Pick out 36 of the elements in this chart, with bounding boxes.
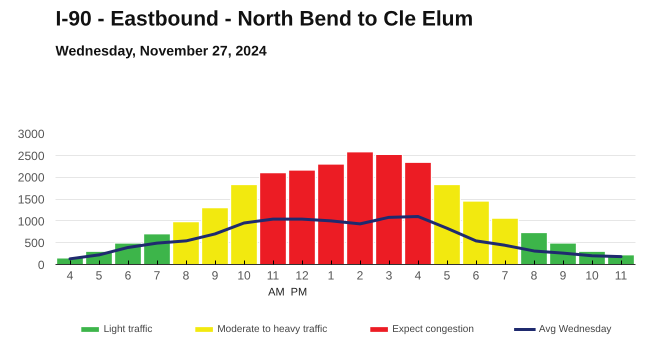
text: AM — [268, 286, 285, 298]
legend-label: Avg Wednesday — [538, 323, 612, 335]
x-tick-label: 11 — [614, 268, 628, 282]
legend-label: Expect congestion — [392, 323, 474, 335]
x-tick-label: 6 — [472, 268, 480, 282]
y-tick-label: 1000 — [18, 214, 45, 228]
chart-title: I-90 - Eastbound - North Bend to Cle Elum — [56, 8, 474, 30]
x-tick-label: 3 — [386, 268, 393, 282]
y-tick-label: 500 — [24, 236, 45, 250]
x-tick-label: 7 — [154, 268, 161, 282]
x-tick-label: 5 — [444, 268, 451, 282]
x-tick-label: 7 — [502, 268, 509, 282]
y-tick-label: 0 — [38, 258, 45, 272]
x-tick-label: 4 — [414, 268, 422, 282]
x-tick-label: 4 — [66, 268, 74, 282]
x-tick-label: 8 — [182, 268, 190, 282]
x-tick-label: 8 — [530, 268, 538, 282]
chart-subtitle: Wednesday, November 27, 2024 — [56, 42, 267, 58]
x-tick-label: 6 — [124, 268, 132, 282]
legend-label: Moderate to heavy traffic — [217, 323, 328, 335]
y-tick-label: 1500 — [18, 192, 45, 206]
x-tick-label: 9 — [560, 268, 567, 282]
y-tick-label: 2000 — [18, 170, 45, 185]
y-tick-label: 2500 — [18, 148, 45, 163]
y-tick-label: 3000 — [18, 127, 45, 141]
line-series — [68, 214, 622, 260]
text: PM — [290, 286, 308, 298]
x-tick-label: 11 — [266, 268, 280, 282]
x-tick-label: 12 — [295, 268, 309, 282]
x-tick-label: 2 — [356, 268, 364, 282]
legend-label: Light traffic — [104, 323, 152, 335]
x-tick-label: 10 — [585, 268, 599, 282]
x-tick-label: 9 — [212, 268, 219, 282]
x-tick-label: 5 — [96, 268, 103, 282]
x-tick-label: 1 — [328, 268, 335, 282]
x-tick-label: 10 — [237, 268, 251, 282]
